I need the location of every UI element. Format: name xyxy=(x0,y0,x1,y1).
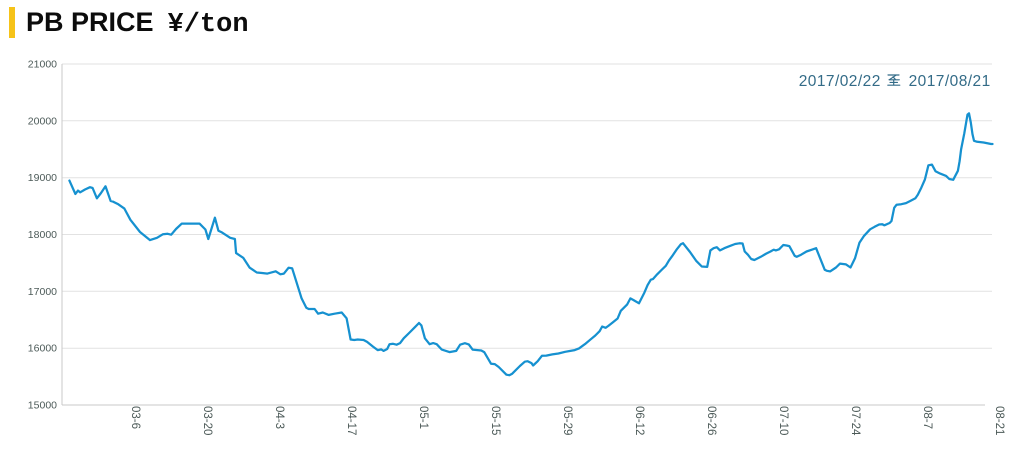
svg-text:05-29: 05-29 xyxy=(561,406,573,435)
svg-text:06-12: 06-12 xyxy=(633,406,645,435)
svg-text:15000: 15000 xyxy=(28,400,57,412)
svg-text:05-1: 05-1 xyxy=(417,406,429,429)
svg-text:2017/02/22: 2017/02/22 xyxy=(799,73,881,90)
svg-text:17000: 17000 xyxy=(28,286,57,298)
svg-text:04-3: 04-3 xyxy=(273,406,285,429)
svg-text:04-17: 04-17 xyxy=(345,406,357,435)
svg-text:05-15: 05-15 xyxy=(489,406,501,435)
svg-text:03-6: 03-6 xyxy=(129,406,141,429)
svg-text:2017/08/21: 2017/08/21 xyxy=(909,73,991,90)
svg-text:19000: 19000 xyxy=(28,172,57,184)
svg-text:03-20: 03-20 xyxy=(201,406,213,435)
svg-text:20000: 20000 xyxy=(28,115,57,127)
svg-text:08-21: 08-21 xyxy=(993,406,1005,435)
svg-text:06-26: 06-26 xyxy=(705,406,717,435)
svg-text:18000: 18000 xyxy=(28,229,57,241)
svg-text:21000: 21000 xyxy=(28,59,57,71)
svg-text:08-7: 08-7 xyxy=(921,406,933,429)
svg-text:16000: 16000 xyxy=(28,343,57,355)
svg-text:07-24: 07-24 xyxy=(849,406,861,436)
svg-text:07-10: 07-10 xyxy=(777,406,789,435)
